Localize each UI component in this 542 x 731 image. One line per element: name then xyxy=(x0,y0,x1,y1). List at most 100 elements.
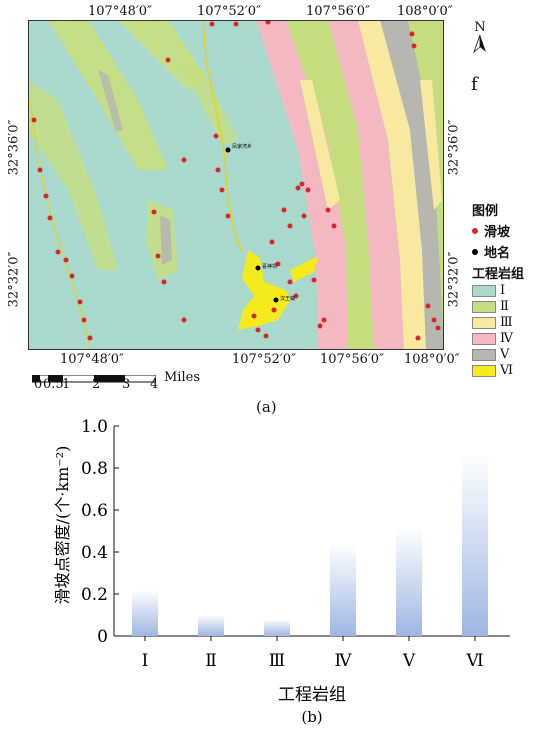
group-ii-area xyxy=(28,80,118,270)
scale-tick: 4 xyxy=(150,377,159,392)
y-ticks: 0 0.2 0.4 0.6 0.8 1.0 xyxy=(81,417,119,647)
place-point xyxy=(255,265,261,271)
group-iii-area xyxy=(358,20,426,350)
y-tick-label: 0.8 xyxy=(81,459,108,479)
bottom-lon-3: 107°56′0″ xyxy=(320,352,384,367)
bottom-lon-4: 108°0′0″ xyxy=(404,352,460,367)
north-arrow: N xyxy=(470,20,490,57)
legend-group-label: Ⅰ xyxy=(500,283,506,298)
legend-group-label: Ⅴ xyxy=(500,347,510,362)
scale-tick: 0 xyxy=(34,377,43,392)
x-axis-label: 工程岩组 xyxy=(278,685,346,705)
map-legend: 图例 滑坡 地名 工程岩组 Ⅰ Ⅱ Ⅲ Ⅳ Ⅴ xyxy=(472,200,542,378)
place-label-1: 凤家湾乡 xyxy=(232,143,252,150)
place-label-3: 汉王镇 xyxy=(280,295,295,302)
x-tick-label: Ⅰ xyxy=(142,651,149,671)
place-label-2: 喜神坝 xyxy=(262,263,277,270)
place-point xyxy=(225,147,231,153)
group-swatch xyxy=(472,348,496,361)
bar-6 xyxy=(462,453,488,636)
group-swatch xyxy=(472,284,496,297)
group-v-area xyxy=(380,20,444,350)
bar-4 xyxy=(330,543,356,636)
panel-letter: f xyxy=(471,74,478,95)
caption-a: (a) xyxy=(256,398,277,416)
place-dot-icon xyxy=(472,248,478,255)
y-axis-label: 滑坡点密度/(个·km⁻²) xyxy=(53,446,72,605)
legend-landslide: 滑坡 xyxy=(472,221,542,240)
bar-chart: 滑坡点密度/(个·km⁻²) 0 0.2 0.4 0.6 0.8 1.0 Ⅰ Ⅱ Ⅲ Ⅳ Ⅴ Ⅵ 工… xyxy=(53,417,510,726)
y-tick-label: 0 xyxy=(97,627,108,647)
top-lon-2: 107°52′0″ xyxy=(197,4,261,19)
top-lon-1: 107°48′0″ xyxy=(88,4,152,19)
north-label: N xyxy=(474,20,486,35)
legend-groups: Ⅰ Ⅱ Ⅲ Ⅳ Ⅴ Ⅵ xyxy=(472,283,542,378)
legend-group-label: Ⅱ xyxy=(500,299,509,314)
right-lat-1: 32°36′0″ xyxy=(446,119,462,176)
scale-ticks: 0 0.5 1 2 3 4 xyxy=(34,377,164,393)
caption-b: (b) xyxy=(301,708,322,726)
y-tick-label: 0.2 xyxy=(81,585,108,605)
x-tick-label: Ⅵ xyxy=(465,651,483,671)
group-iv-area xyxy=(256,20,348,350)
x-tick-label: Ⅳ xyxy=(335,651,353,671)
group-swatch xyxy=(472,300,496,313)
group-ii-area xyxy=(408,20,444,350)
river xyxy=(202,20,243,253)
legend-group-1: Ⅰ xyxy=(472,283,542,298)
x-tick-label: Ⅲ xyxy=(269,651,285,671)
legend-place: 地名 xyxy=(472,242,542,261)
bottom-lon-2: 107°52′0″ xyxy=(232,352,296,367)
legend-landslide-label: 滑坡 xyxy=(484,225,511,240)
bar-2 xyxy=(198,615,224,636)
legend-group-4: Ⅳ xyxy=(472,331,542,346)
bar-5 xyxy=(396,526,422,636)
place-point xyxy=(273,297,279,303)
group-swatch xyxy=(472,364,496,377)
legend-group-label: Ⅲ xyxy=(500,315,513,330)
group-vi-area xyxy=(290,256,318,282)
legend-group-title: 工程岩组 xyxy=(472,267,525,282)
group-vi-area xyxy=(238,250,290,330)
landslide-points xyxy=(31,20,441,341)
group-iv-area xyxy=(328,20,404,350)
scale-tick: 2 xyxy=(92,377,101,392)
bar-3 xyxy=(264,619,290,636)
x-ticks: Ⅰ Ⅱ Ⅲ Ⅳ Ⅴ Ⅵ xyxy=(142,636,484,671)
x-tick-label: Ⅱ xyxy=(205,651,217,671)
legend-group-3: Ⅲ xyxy=(472,315,542,330)
group-v-area xyxy=(160,215,172,265)
bars xyxy=(132,453,488,636)
geologic-map: 凤家湾乡 喜神坝 汉王镇 xyxy=(28,20,444,350)
legend-title: 图例 xyxy=(472,204,499,219)
north-arrow-icon xyxy=(473,34,486,54)
legend-group-2: Ⅱ xyxy=(472,299,542,314)
group-v-area xyxy=(98,70,123,132)
group-ii-area xyxy=(178,60,238,145)
top-lon-4: 108°0′0″ xyxy=(397,4,453,19)
y-tick-label: 0.4 xyxy=(81,543,108,563)
legend-group-6: Ⅵ xyxy=(472,363,542,378)
group-iii-area xyxy=(300,80,340,210)
scale-tick: 3 xyxy=(122,377,131,392)
group-iii-area xyxy=(420,80,442,210)
x-tick-label: Ⅴ xyxy=(402,651,416,671)
bottom-lon-1: 107°48′0″ xyxy=(60,352,124,367)
legend-group-label: Ⅳ xyxy=(500,331,513,346)
legend-group-5: Ⅴ xyxy=(472,347,542,362)
top-lon-3: 107°56′0″ xyxy=(306,4,370,19)
bar-1 xyxy=(132,589,158,636)
scale-unit: Miles xyxy=(164,370,200,385)
scale-tick: 1 xyxy=(62,377,71,392)
group-ii-area xyxy=(286,20,374,350)
left-lat-2: 32°32′0″ xyxy=(6,251,22,308)
y-tick-label: 1.0 xyxy=(81,417,108,437)
legend-place-label: 地名 xyxy=(484,246,511,261)
legend-group-label: Ⅵ xyxy=(500,363,514,378)
y-tick-label: 0.6 xyxy=(81,501,108,521)
scale-tick: 0.5 xyxy=(43,377,64,392)
group-swatch xyxy=(472,332,496,345)
right-lat-2: 32°32′0″ xyxy=(446,251,462,308)
group-swatch xyxy=(472,316,496,329)
landslide-dot-icon xyxy=(472,227,478,234)
